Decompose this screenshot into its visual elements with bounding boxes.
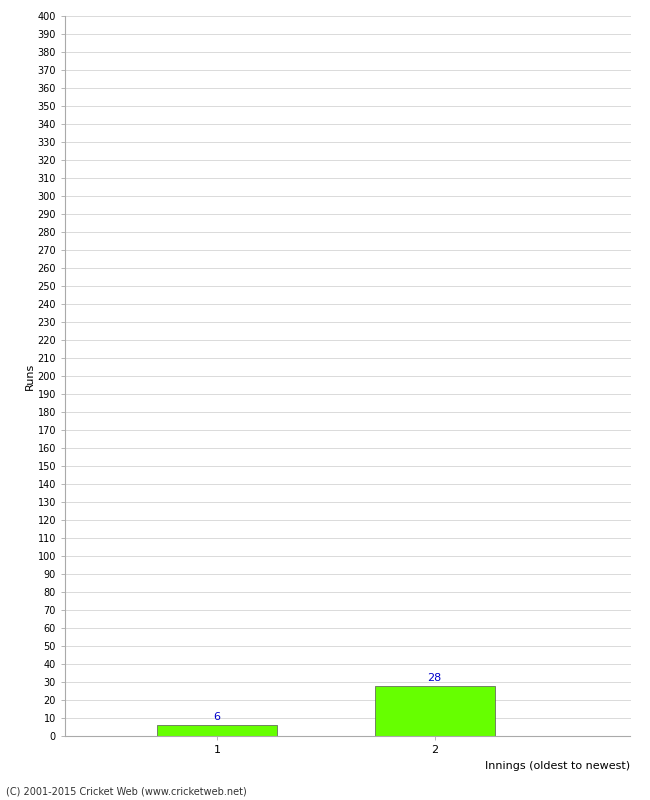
Y-axis label: Runs: Runs <box>25 362 34 390</box>
Text: 28: 28 <box>428 673 442 683</box>
Bar <box>375 686 495 736</box>
X-axis label: Innings (oldest to newest): Innings (oldest to newest) <box>486 761 630 770</box>
Text: 6: 6 <box>214 713 221 722</box>
Text: (C) 2001-2015 Cricket Web (www.cricketweb.net): (C) 2001-2015 Cricket Web (www.cricketwe… <box>6 786 247 796</box>
Bar <box>157 726 277 736</box>
